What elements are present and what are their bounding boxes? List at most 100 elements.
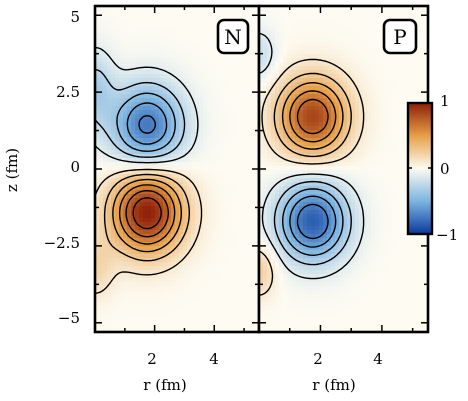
heatmap-cell <box>135 122 140 127</box>
heatmap-cell <box>379 94 384 99</box>
heatmap-cell <box>379 102 384 107</box>
heatmap-cell <box>115 162 120 167</box>
heatmap-cell <box>415 94 420 99</box>
heatmap-cell <box>115 318 120 323</box>
heatmap-cell <box>111 186 116 191</box>
heatmap-cell <box>303 34 308 39</box>
heatmap-cell <box>299 98 304 103</box>
heatmap-cell <box>147 66 152 71</box>
heatmap-cell <box>143 82 148 87</box>
heatmap-cell <box>231 174 236 179</box>
heatmap-cell <box>271 58 276 63</box>
heatmap-cell <box>95 10 100 15</box>
heatmap-cell <box>219 242 224 247</box>
heatmap-cell <box>131 114 136 119</box>
heatmap-cell <box>323 62 328 67</box>
heatmap-cell <box>195 250 200 255</box>
heatmap-cell <box>227 302 232 307</box>
heatmap-cell <box>235 246 240 251</box>
heatmap-cell <box>183 82 188 87</box>
heatmap-cell <box>111 286 116 291</box>
heatmap-cell <box>175 266 180 271</box>
heatmap-cell <box>283 122 288 127</box>
heatmap-cell <box>351 38 356 43</box>
heatmap-cell <box>259 118 264 123</box>
heatmap-cell <box>135 110 140 115</box>
heatmap-cell <box>123 238 128 243</box>
heatmap-cell <box>103 18 108 23</box>
heatmap-cell <box>183 126 188 131</box>
heatmap-cell <box>95 118 100 123</box>
heatmap-cell <box>259 26 264 31</box>
heatmap-cell <box>191 290 196 295</box>
heatmap-cell <box>207 198 212 203</box>
heatmap-cell <box>243 310 248 315</box>
heatmap-cell <box>287 34 292 39</box>
heatmap-cell <box>199 250 204 255</box>
heatmap-cell <box>227 58 232 63</box>
heatmap-cell <box>415 10 420 15</box>
heatmap-cell <box>239 246 244 251</box>
heatmap-cell <box>299 10 304 15</box>
heatmap-cell <box>379 86 384 91</box>
heatmap-cell <box>183 118 188 123</box>
heatmap-cell <box>95 126 100 131</box>
heatmap-cell <box>243 94 248 99</box>
heatmap-cell <box>175 162 180 167</box>
heatmap-cell <box>175 190 180 195</box>
heatmap-cell <box>135 270 140 275</box>
heatmap-cell <box>199 282 204 287</box>
heatmap-cell <box>107 138 112 143</box>
heatmap-cell <box>315 142 320 147</box>
heatmap-cell <box>167 310 172 315</box>
heatmap-cell <box>151 18 156 23</box>
heatmap-cell <box>159 222 164 227</box>
heatmap-cell <box>339 130 344 135</box>
heatmap-cell <box>287 26 292 31</box>
heatmap-cell <box>139 326 144 331</box>
heatmap-cell <box>235 74 240 79</box>
heatmap-cell <box>335 142 340 147</box>
heatmap-cell <box>135 298 140 303</box>
heatmap-cell <box>255 162 260 167</box>
heatmap-cell <box>295 126 300 131</box>
heatmap-cell <box>183 234 188 239</box>
heatmap-cell <box>203 222 208 227</box>
heatmap-cell <box>199 162 204 167</box>
heatmap-cell <box>283 142 288 147</box>
heatmap-cell <box>343 98 348 103</box>
heatmap-cell <box>355 66 360 71</box>
heatmap-cell <box>383 18 388 23</box>
heatmap-cell <box>223 82 228 87</box>
heatmap-cell <box>107 18 112 23</box>
heatmap-cell <box>179 254 184 259</box>
heatmap-cell <box>347 26 352 31</box>
heatmap-cell <box>147 82 152 87</box>
heatmap-cell <box>243 106 248 111</box>
heatmap-cell <box>335 26 340 31</box>
heatmap-cell <box>99 78 104 83</box>
heatmap-cell <box>251 254 256 259</box>
heatmap-cell <box>111 150 116 155</box>
heatmap-cell <box>251 298 256 303</box>
heatmap-cell <box>343 30 348 35</box>
heatmap-cell <box>279 126 284 131</box>
heatmap-cell <box>159 22 164 27</box>
heatmap-cell <box>331 42 336 47</box>
heatmap-cell <box>255 150 260 155</box>
heatmap-cell <box>155 186 160 191</box>
heatmap-cell <box>239 254 244 259</box>
heatmap-cell <box>355 94 360 99</box>
heatmap-cell <box>423 94 428 99</box>
heatmap-cell <box>383 102 388 107</box>
heatmap-cell <box>295 134 300 139</box>
heatmap-cell <box>135 106 140 111</box>
heatmap-cell <box>191 86 196 91</box>
heatmap-cell <box>303 54 308 59</box>
heatmap-cell <box>123 178 128 183</box>
heatmap-cell <box>119 322 124 327</box>
heatmap-cell <box>267 134 272 139</box>
heatmap-cell <box>111 254 116 259</box>
heatmap-cell <box>207 318 212 323</box>
